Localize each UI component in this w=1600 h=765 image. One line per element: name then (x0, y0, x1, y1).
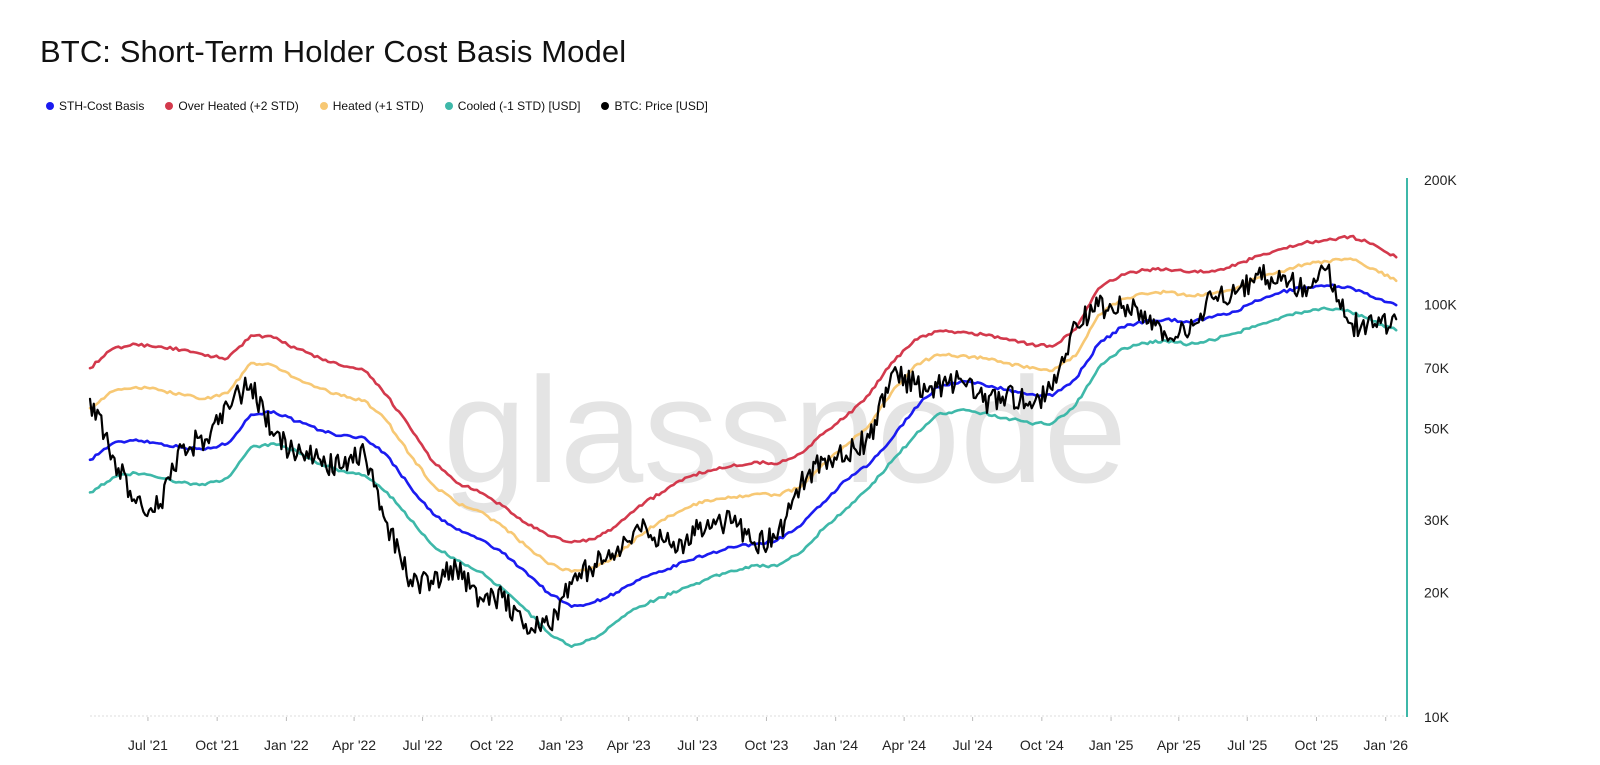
x-tick-label: Oct '23 (744, 737, 788, 753)
legend-item-cooled[interactable]: Cooled (-1 STD) [USD] (444, 99, 581, 113)
x-tick-label: Jan '22 (264, 737, 309, 753)
y-tick-label: 200K (1424, 172, 1457, 188)
legend-item-over-heated[interactable]: Over Heated (+2 STD) (165, 99, 299, 113)
y-tick-label: 20K (1424, 585, 1450, 601)
x-tick-label: Jan '25 (1089, 737, 1134, 753)
legend-item-sth-cost-basis[interactable]: STH-Cost Basis (46, 99, 144, 113)
x-tick-label: Apr '22 (332, 737, 376, 753)
x-tick-label: Jul '21 (128, 737, 168, 753)
x-tick-label: Oct '21 (195, 737, 239, 753)
x-tick-label: Oct '25 (1295, 737, 1339, 753)
x-tick-label: Apr '25 (1157, 737, 1201, 753)
x-tick-label: Jul '25 (1227, 737, 1267, 753)
x-tick-label: Oct '22 (470, 737, 514, 753)
x-tick-label: Jul '24 (953, 737, 993, 753)
legend-dot (444, 102, 453, 110)
x-tick-label: Jul '23 (677, 737, 717, 753)
x-tick-label: Jan '23 (539, 737, 584, 753)
watermark: glassnode (443, 346, 1127, 514)
x-tick-label: Apr '24 (882, 737, 926, 753)
legend: STH-Cost Basis Over Heated (+2 STD) Heat… (46, 99, 729, 113)
legend-item-btc-price[interactable]: BTC: Price [USD] (601, 99, 708, 113)
legend-item-heated[interactable]: Heated (+1 STD) (319, 99, 424, 113)
y-tick-label: 50K (1424, 421, 1450, 437)
series-layer (88, 234, 1398, 649)
x-tick-label: Jan '24 (813, 737, 858, 753)
x-tick-label: Oct '24 (1020, 737, 1064, 753)
series-line-btc-price-usd (88, 263, 1398, 635)
y-tick-label: 100K (1424, 296, 1457, 312)
legend-label: Cooled (-1 STD) [USD] (457, 99, 581, 113)
legend-dot (319, 102, 328, 110)
legend-label: Heated (+1 STD) (332, 99, 424, 113)
legend-label: Over Heated (+2 STD) (178, 99, 299, 113)
x-tick-label: Jan '26 (1363, 737, 1408, 753)
legend-label: STH-Cost Basis (59, 99, 145, 113)
y-tick-label: 10K (1424, 709, 1450, 725)
y-tick-label: 30K (1424, 512, 1450, 528)
chart-title: BTC: Short-Term Holder Cost Basis Model (40, 34, 627, 69)
y-tick-label: 70K (1424, 360, 1450, 376)
x-tick-label: Apr '23 (607, 737, 651, 753)
series-line-heated-1-std (88, 257, 1398, 573)
y-axis: 10K 20K 30K 50K 70K 100K 200K (1406, 172, 1457, 725)
x-tick-label: Jul '22 (403, 737, 443, 753)
series-line-sth-cost-basis (88, 283, 1398, 609)
legend-dot (165, 102, 174, 110)
legend-label: BTC: Price [USD] (614, 99, 708, 113)
x-axis: Jul '21 Oct '21 Jan '22 Apr '22 Jul '22 Oct '… (90, 715, 1408, 753)
legend-dot (46, 102, 54, 110)
legend-dot (601, 102, 610, 110)
series-line-over-heated-2-std (88, 234, 1398, 544)
